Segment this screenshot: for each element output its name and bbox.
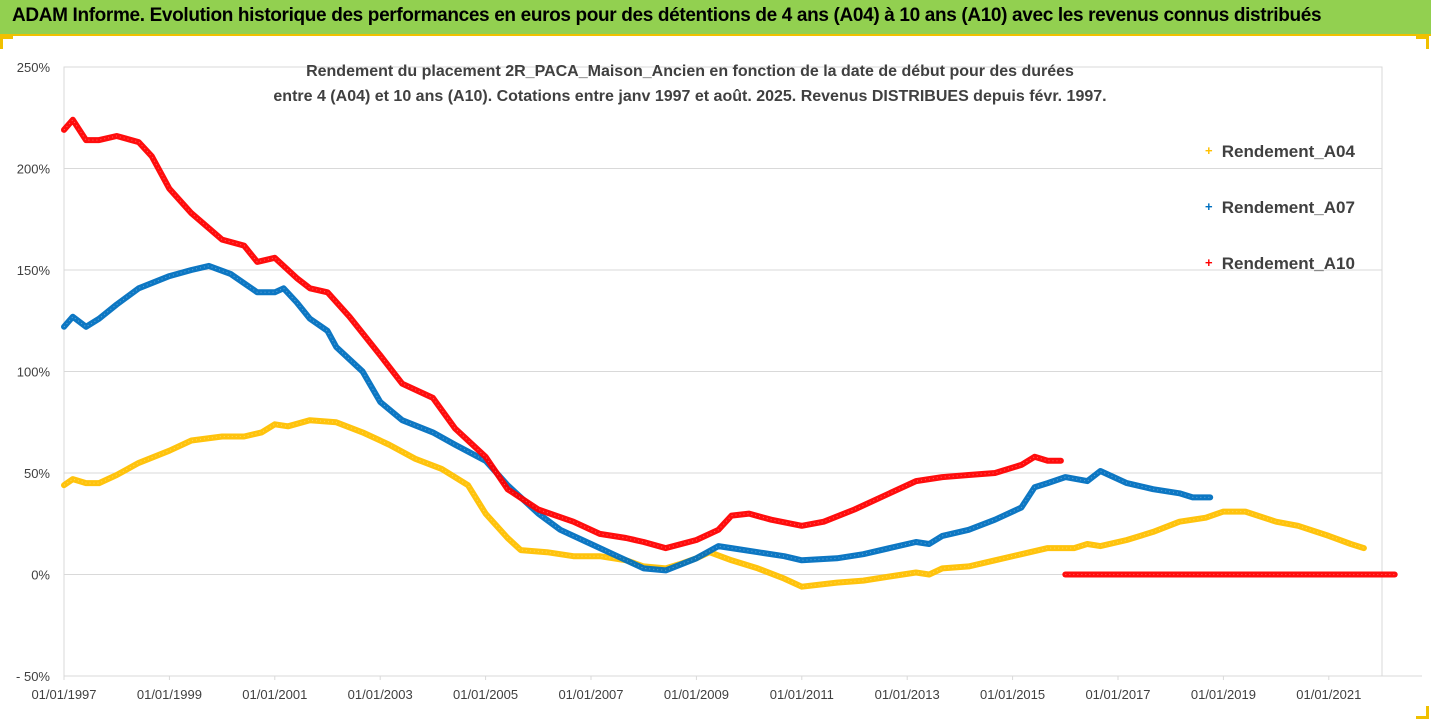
chart-title-line-1: Rendement du placement 2R_PACA_Maison_An… [306,63,1074,80]
x-tick-label: 01/01/2019 [1191,687,1256,702]
series-texture-rendement-a07 [63,265,1211,571]
legend-item-a07: + Rendement_A07 [1205,198,1355,218]
legend-marker-a04: + [1205,143,1213,158]
frame-corner-decoration [1416,36,1429,49]
series-texture-rendement-a10 [63,118,1061,549]
x-tick-label: 01/01/2009 [664,687,729,702]
x-tick-label: 01/01/2005 [453,687,518,702]
y-tick-label: 250% [17,60,51,75]
x-tick-label: 01/01/1999 [137,687,202,702]
legend-label-a10: Rendement_A10 [1221,254,1355,273]
legend-label-a07: Rendement_A07 [1221,198,1355,217]
y-tick-label: 100% [17,365,51,380]
series-line-rendement-a04 [61,417,1367,590]
legend-marker-a10: + [1205,255,1213,270]
x-tick-label: 01/01/2007 [558,687,623,702]
x-tick-label: 01/01/2013 [875,687,940,702]
x-tick-label: 01/01/1997 [31,687,96,702]
report-banner: ADAM Informe. Evolution historique des p… [0,0,1431,36]
legend-label-a04: Rendement_A04 [1221,142,1355,161]
y-tick-label: 200% [17,162,51,177]
y-tick-label: 150% [17,263,51,278]
chart-title-line-2: entre 4 (A04) et 10 ans (A10). Cotations… [273,88,1107,105]
legend-marker-a07: + [1205,199,1213,214]
frame-corner-decoration [1416,706,1429,719]
y-tick-label: 50% [24,466,50,481]
x-tick-label: 01/01/2011 [770,687,834,702]
series-line-rendement-a07 [61,262,1214,574]
chart-title: Rendement du placement 2R_PACA_Maison_An… [250,59,1130,109]
legend-item-a10: + Rendement_A10 [1205,254,1355,274]
frame-corner-decoration [0,36,13,49]
series-line-rendement-a10 [61,116,1064,552]
y-tick-label: 0% [31,568,50,583]
report-banner-title: ADAM Informe. Evolution historique des p… [12,5,1322,26]
y-tick-label: - 50% [16,669,50,684]
x-tick-label: 01/01/2017 [1085,687,1150,702]
x-tick-label: 01/01/2003 [348,687,413,702]
x-tick-label: 01/01/2001 [242,687,307,702]
legend-item-a04: + Rendement_A04 [1205,142,1355,162]
series-texture-rendement-a04 [63,419,1365,588]
x-tick-label: 01/01/2021 [1296,687,1361,702]
x-tick-label: 01/01/2015 [980,687,1045,702]
